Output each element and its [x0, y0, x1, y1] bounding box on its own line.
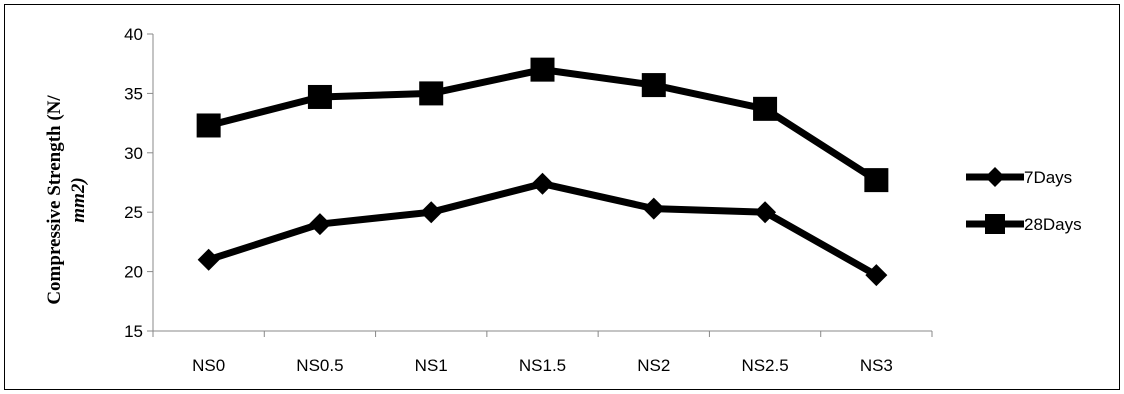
- data-point-28days: [641, 73, 666, 98]
- y-tick-label: 25: [124, 203, 143, 222]
- data-point-28days: [530, 57, 555, 82]
- data-point-7days: [865, 264, 888, 287]
- y-axis-title: Compressive Strength (N/ mm2): [44, 95, 89, 305]
- data-point-7days: [754, 201, 777, 224]
- y-ticks: 15 20 25 30 35 40: [124, 25, 153, 341]
- x-tick-label: NS1.5: [519, 356, 566, 375]
- series-7days: [197, 172, 888, 287]
- legend-label: 7Days: [1024, 168, 1072, 187]
- x-tick-label: NS2: [637, 356, 670, 375]
- legend: 7Days 28Days: [966, 167, 1082, 234]
- data-point-28days: [196, 113, 221, 138]
- series-layer: [196, 57, 889, 287]
- data-point-28days: [307, 84, 332, 109]
- legend-marker: [985, 167, 1005, 187]
- data-point-28days: [419, 81, 444, 106]
- data-point-7days: [308, 213, 331, 236]
- y-tick-label: 35: [124, 84, 143, 103]
- x-ticks: NS0 NS0.5 NS1 NS1.5 NS2 NS2.5 NS3: [152, 331, 933, 375]
- data-point-7days: [197, 248, 220, 271]
- x-tick-label: NS1: [415, 356, 448, 375]
- legend-marker: [985, 214, 1005, 234]
- y-tick-label: 20: [124, 263, 143, 282]
- data-point-7days: [420, 201, 443, 224]
- x-tick-label: NS0: [192, 356, 225, 375]
- x-tick-label: NS3: [860, 356, 893, 375]
- legend-item-7days: 7Days: [966, 167, 1072, 187]
- data-point-28days: [753, 96, 778, 121]
- legend-item-28days: 28Days: [966, 214, 1082, 234]
- data-point-28days: [864, 168, 889, 193]
- data-point-7days: [642, 197, 665, 220]
- legend-label: 28Days: [1024, 215, 1082, 234]
- y-tick-label: 30: [124, 144, 143, 163]
- y-tick-label: 15: [124, 322, 143, 341]
- series-28days: [196, 57, 889, 193]
- y-axis-title-line2: mm2): [68, 177, 89, 222]
- data-point-7days: [531, 172, 554, 195]
- y-tick-label: 40: [124, 25, 143, 44]
- series-line-7days: [207, 180, 879, 279]
- x-tick-label: NS0.5: [296, 356, 343, 375]
- x-tick-label: NS2.5: [741, 356, 788, 375]
- chart-border: [4, 4, 1120, 390]
- y-axis-title-line1: Compressive Strength (N/: [44, 95, 65, 305]
